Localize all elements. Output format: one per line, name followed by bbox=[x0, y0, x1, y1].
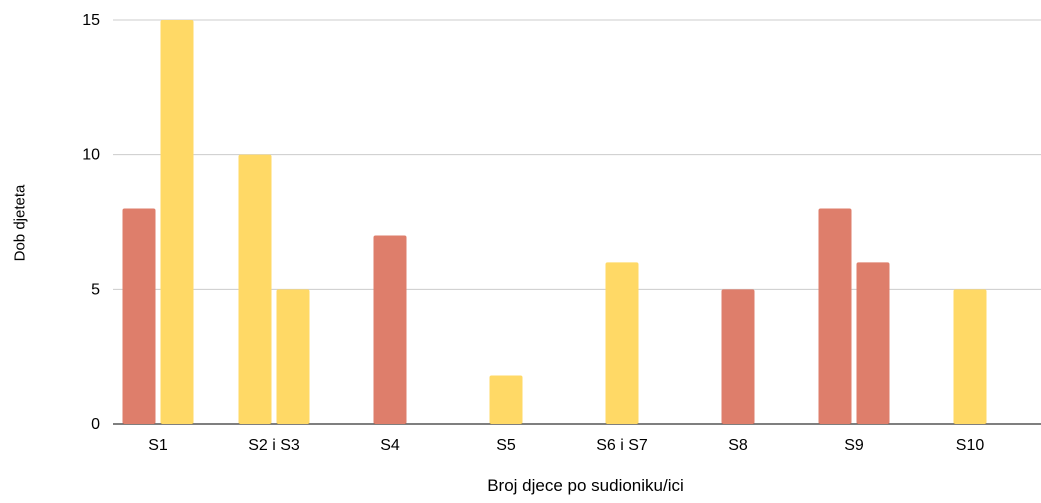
bar bbox=[721, 289, 755, 424]
x-axis-label: Broj djece po sudioniku/ici bbox=[487, 476, 684, 495]
bar bbox=[373, 235, 407, 424]
y-axis-label-wrap: Dob djeteta bbox=[0, 0, 40, 498]
y-tick-label: 5 bbox=[91, 281, 100, 298]
x-tick-label: S9 bbox=[844, 437, 864, 454]
x-tick-label: S1 bbox=[148, 437, 168, 454]
bar bbox=[605, 262, 639, 424]
x-tick-label: S10 bbox=[956, 437, 985, 454]
x-tick-label: S5 bbox=[496, 437, 516, 454]
x-tick-label: S4 bbox=[380, 437, 400, 454]
x-tick-label: S2 i S3 bbox=[248, 437, 300, 454]
bar bbox=[953, 289, 987, 424]
bar bbox=[276, 289, 310, 424]
bar bbox=[122, 208, 156, 424]
bar bbox=[160, 20, 194, 424]
x-tick-label: S6 i S7 bbox=[596, 437, 648, 454]
y-axis-label: Dob djeteta bbox=[11, 184, 29, 262]
y-tick-label: 15 bbox=[82, 12, 100, 29]
bar bbox=[818, 208, 852, 424]
bar bbox=[238, 154, 272, 424]
x-tick-label: S8 bbox=[728, 437, 748, 454]
bar bbox=[489, 375, 523, 424]
y-tick-label: 0 bbox=[91, 416, 100, 433]
y-tick-label: 10 bbox=[82, 147, 100, 164]
bar bbox=[856, 262, 890, 424]
